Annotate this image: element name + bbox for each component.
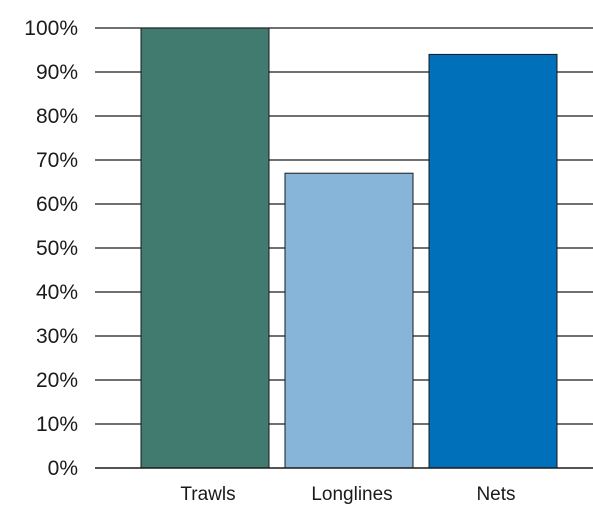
y-tick-label-9: 90%	[36, 61, 78, 84]
bar-nets	[428, 53, 558, 469]
bars	[140, 27, 558, 469]
y-tick-label-4: 40%	[36, 281, 78, 304]
y-tick-label-5: 50%	[36, 237, 78, 260]
y-tick-label-6: 60%	[36, 193, 78, 216]
y-tick-label-8: 80%	[36, 105, 78, 128]
y-tick-label-10: 100%	[24, 17, 78, 40]
y-tick-label-2: 20%	[36, 369, 78, 392]
bar-longlines	[284, 172, 414, 469]
x-tick-labels: Trawls Longlines Nets	[180, 484, 515, 505]
y-tick-label-7: 70%	[36, 149, 78, 172]
y-tick-label-0: 0%	[48, 457, 78, 480]
x-tick-label-nets: Nets	[476, 484, 515, 505]
y-tick-labels: 0% 10% 20% 30% 40% 50% 60% 70% 80% 90% 100%	[24, 17, 78, 480]
bar-trawls	[140, 27, 270, 469]
x-tick-label-trawls: Trawls	[180, 484, 235, 505]
x-tick-label-longlines: Longlines	[311, 484, 392, 505]
y-tick-label-3: 30%	[36, 325, 78, 348]
y-tick-label-1: 10%	[36, 413, 78, 436]
